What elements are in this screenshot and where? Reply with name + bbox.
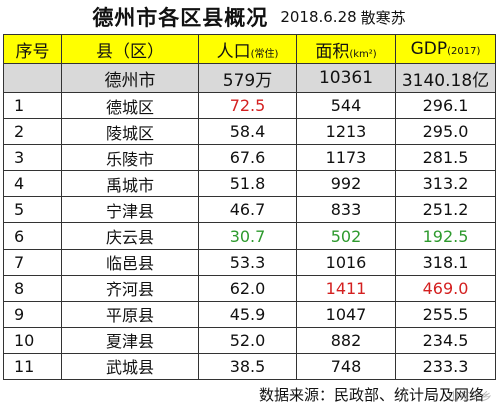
watermark: 山东泽乡 [448, 390, 492, 403]
row-index: 11 [3, 352, 62, 381]
table-row: 7 临邑县 53.3 1016 318.1 [3, 248, 496, 276]
table-row: 10 夏津县 52.0 882 234.5 [3, 326, 496, 354]
page-title-bar: 德州市各区县概况 2018.6.28 散寒苏 [0, 0, 498, 34]
row-county: 宁津县 [61, 196, 199, 224]
header-county: 县（区） [61, 34, 199, 64]
header-population: 人口(常住) [198, 34, 297, 64]
source-note: 数据来源：民政部、统计局及网络 [258, 386, 484, 404]
row-population: 53.3 [198, 248, 297, 276]
row-county: 夏津县 [61, 326, 199, 354]
title-date: 2018.6.28 [280, 8, 357, 26]
row-area: 502 [296, 222, 396, 250]
total-name: 德州市 [61, 62, 199, 94]
row-county: 陵城区 [61, 118, 199, 146]
row-index: 5 [3, 196, 62, 224]
total-gdp: 3140.18亿 [395, 62, 496, 94]
header-gdp: GDP(2017) [395, 34, 496, 64]
row-gdp: 251.2 [395, 196, 496, 224]
table-row: 9 平原县 45.9 1047 255.5 [3, 300, 496, 328]
row-area: 1411 [296, 274, 396, 302]
row-area: 544 [296, 92, 396, 120]
row-area: 1016 [296, 248, 396, 276]
row-gdp: 295.0 [395, 118, 496, 146]
table-row: 4 禹城市 51.8 992 313.2 [3, 170, 496, 198]
row-gdp: 313.2 [395, 170, 496, 198]
table-row: 8 齐河县 62.0 1411 469.0 [3, 274, 496, 302]
row-population: 52.0 [198, 326, 297, 354]
row-index: 6 [3, 222, 62, 250]
row-county: 齐河县 [61, 274, 199, 302]
row-gdp: 296.1 [395, 92, 496, 120]
row-area: 992 [296, 170, 396, 198]
row-gdp: 255.5 [395, 300, 496, 328]
row-area: 748 [296, 352, 396, 381]
row-county: 武城县 [61, 352, 199, 381]
page-title: 德州市各区县概况 [92, 6, 269, 30]
row-county: 临邑县 [61, 248, 199, 276]
table-row: 2 陵城区 58.4 1213 295.0 [3, 118, 496, 146]
row-gdp: 281.5 [395, 144, 496, 172]
row-area: 1213 [296, 118, 396, 146]
title-author: 散寒苏 [360, 8, 406, 27]
row-gdp: 318.1 [395, 248, 496, 276]
row-index: 1 [3, 92, 62, 120]
row-county: 禹城市 [61, 170, 199, 198]
row-index: 8 [3, 274, 62, 302]
row-county: 乐陵市 [61, 144, 199, 172]
row-area: 1047 [296, 300, 396, 328]
table-header-row: 序号 县（区） 人口(常住) 面积(km²) GDP(2017) [3, 34, 496, 64]
table-row: 6 庆云县 30.7 502 192.5 [3, 222, 496, 250]
source-footer: 数据来源：民政部、统计局及网络 [0, 381, 498, 408]
table-total-row: 德州市 579万 10361 3140.18亿 [3, 62, 496, 94]
row-gdp: 233.3 [395, 352, 496, 381]
row-county: 平原县 [61, 300, 199, 328]
table-row: 1 德城区 72.5 544 296.1 [3, 92, 496, 120]
row-index: 3 [3, 144, 62, 172]
header-area: 面积(km²) [296, 34, 396, 64]
row-index: 2 [3, 118, 62, 146]
row-index: 9 [3, 300, 62, 328]
total-population: 579万 [198, 62, 297, 94]
row-population: 67.6 [198, 144, 297, 172]
county-table: 序号 县（区） 人口(常住) 面积(km²) GDP(2017) 德州市 579… [3, 34, 496, 381]
row-population: 30.7 [198, 222, 297, 250]
row-population: 62.0 [198, 274, 297, 302]
total-area: 10361 [296, 62, 396, 94]
row-gdp: 192.5 [395, 222, 496, 250]
table-row: 11 武城县 38.5 748 233.3 [3, 352, 496, 381]
row-index: 4 [3, 170, 62, 198]
row-gdp: 469.0 [395, 274, 496, 302]
row-population: 51.8 [198, 170, 297, 198]
row-index: 10 [3, 326, 62, 354]
table-row: 5 宁津县 46.7 833 251.2 [3, 196, 496, 224]
table-row: 3 乐陵市 67.6 1173 281.5 [3, 144, 496, 172]
row-index: 7 [3, 248, 62, 276]
row-area: 1173 [296, 144, 396, 172]
row-population: 38.5 [198, 352, 297, 381]
row-county: 德城区 [61, 92, 199, 120]
row-population: 58.4 [198, 118, 297, 146]
row-county: 庆云县 [61, 222, 199, 250]
row-area: 833 [296, 196, 396, 224]
row-gdp: 234.5 [395, 326, 496, 354]
row-population: 72.5 [198, 92, 297, 120]
row-population: 45.9 [198, 300, 297, 328]
row-area: 882 [296, 326, 396, 354]
header-index: 序号 [3, 34, 62, 64]
row-population: 46.7 [198, 196, 297, 224]
total-index [3, 62, 62, 94]
